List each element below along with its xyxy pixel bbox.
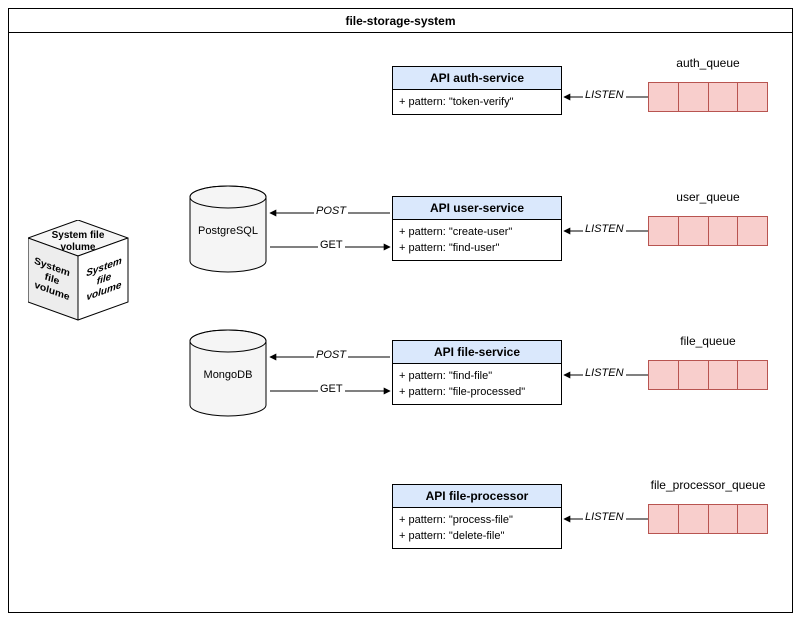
get-label-file: GET — [318, 383, 345, 395]
diagram-canvas: file-storage-system System file volume S… — [0, 0, 801, 621]
db-label: PostgreSQL — [188, 225, 268, 237]
queue-label-fileproc: file_processor_queue — [638, 478, 778, 492]
api-box-auth: API auth-service + pattern: "token-verify… — [392, 66, 562, 115]
api-body: + pattern: "token-verify" — [393, 90, 561, 114]
system-title: file-storage-system — [9, 9, 792, 33]
get-label-user: GET — [318, 239, 345, 251]
api-pattern: + pattern: "find-user" — [399, 240, 555, 256]
queue-label-user: user_queue — [638, 190, 778, 204]
api-body: + pattern: "process-file"+ pattern: "del… — [393, 508, 561, 548]
api-header: API auth-service — [393, 67, 561, 90]
db-label: MongoDB — [188, 369, 268, 381]
api-box-file: API file-service+ pattern: "find-file"+ … — [392, 340, 562, 405]
queue-fileproc — [648, 504, 768, 534]
api-box-user: API user-service+ pattern: "create-user"… — [392, 196, 562, 261]
database-user: PostgreSQL — [188, 185, 268, 275]
queue-label-auth: auth_queue — [638, 56, 778, 70]
api-header: API file-service — [393, 341, 561, 364]
listen-label-fileproc: LISTEN — [583, 511, 626, 523]
api-header: API user-service — [393, 197, 561, 220]
post-label-file: POST — [314, 349, 348, 361]
api-pattern: + pattern: "file-processed" — [399, 384, 555, 400]
queue-user — [648, 216, 768, 246]
api-pattern: + pattern: "create-user" — [399, 224, 555, 240]
cube-top-label: System file volume — [42, 230, 114, 254]
database-file: MongoDB — [188, 329, 268, 419]
queue-label-file: file_queue — [638, 334, 778, 348]
post-label-user: POST — [314, 205, 348, 217]
queue-file — [648, 360, 768, 390]
api-box-fileproc: API file-processor+ pattern: "process-fi… — [392, 484, 562, 549]
queue-auth — [648, 82, 768, 112]
listen-label-user: LISTEN — [583, 223, 626, 235]
api-pattern: + pattern: "delete-file" — [399, 528, 555, 544]
api-pattern: + pattern: "process-file" — [399, 512, 555, 528]
system-file-volume-cube: System file volume System file volume Sy… — [28, 220, 148, 340]
listen-label-auth: LISTEN — [583, 89, 626, 101]
api-body: + pattern: "find-file"+ pattern: "file-p… — [393, 364, 561, 404]
api-pattern: + pattern: "token-verify" — [399, 94, 555, 110]
listen-label-file: LISTEN — [583, 367, 626, 379]
api-header: API file-processor — [393, 485, 561, 508]
api-body: + pattern: "create-user"+ pattern: "find… — [393, 220, 561, 260]
api-pattern: + pattern: "find-file" — [399, 368, 555, 384]
